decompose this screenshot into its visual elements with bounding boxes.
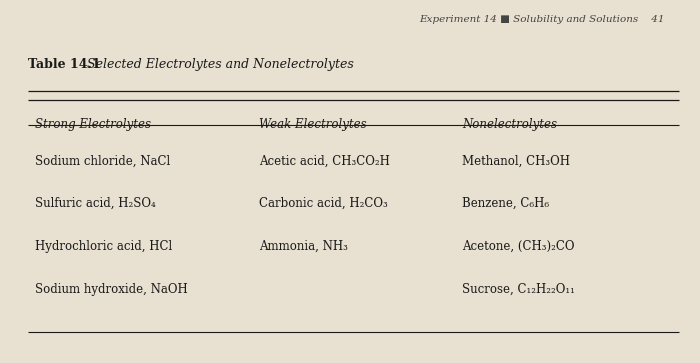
Text: Strong Electrolytes: Strong Electrolytes [35,118,151,131]
Text: Table 14.1: Table 14.1 [28,58,101,71]
Text: Sucrose, C₁₂H₂₂O₁₁: Sucrose, C₁₂H₂₂O₁₁ [462,283,575,296]
Text: Carbonic acid, H₂CO₃: Carbonic acid, H₂CO₃ [259,197,388,210]
Text: Hydrochloric acid, HCl: Hydrochloric acid, HCl [35,240,172,253]
Text: Acetic acid, CH₃CO₂H: Acetic acid, CH₃CO₂H [259,154,390,167]
Text: Selected Electrolytes and Nonelectrolytes: Selected Electrolytes and Nonelectrolyte… [83,58,354,71]
Text: Methanol, CH₃OH: Methanol, CH₃OH [462,154,570,167]
Text: Sodium hydroxide, NaOH: Sodium hydroxide, NaOH [35,283,188,296]
Text: Ammonia, NH₃: Ammonia, NH₃ [259,240,348,253]
Text: Experiment 14 ■ Solubility and Solutions    41: Experiment 14 ■ Solubility and Solutions… [419,15,665,24]
Text: Sodium chloride, NaCl: Sodium chloride, NaCl [35,154,170,167]
Text: Benzene, C₆H₆: Benzene, C₆H₆ [462,197,549,210]
Text: Weak Electrolytes: Weak Electrolytes [259,118,367,131]
Text: Sulfuric acid, H₂SO₄: Sulfuric acid, H₂SO₄ [35,197,155,210]
Text: Acetone, (CH₃)₂CO: Acetone, (CH₃)₂CO [462,240,575,253]
Text: Nonelectrolytes: Nonelectrolytes [462,118,557,131]
